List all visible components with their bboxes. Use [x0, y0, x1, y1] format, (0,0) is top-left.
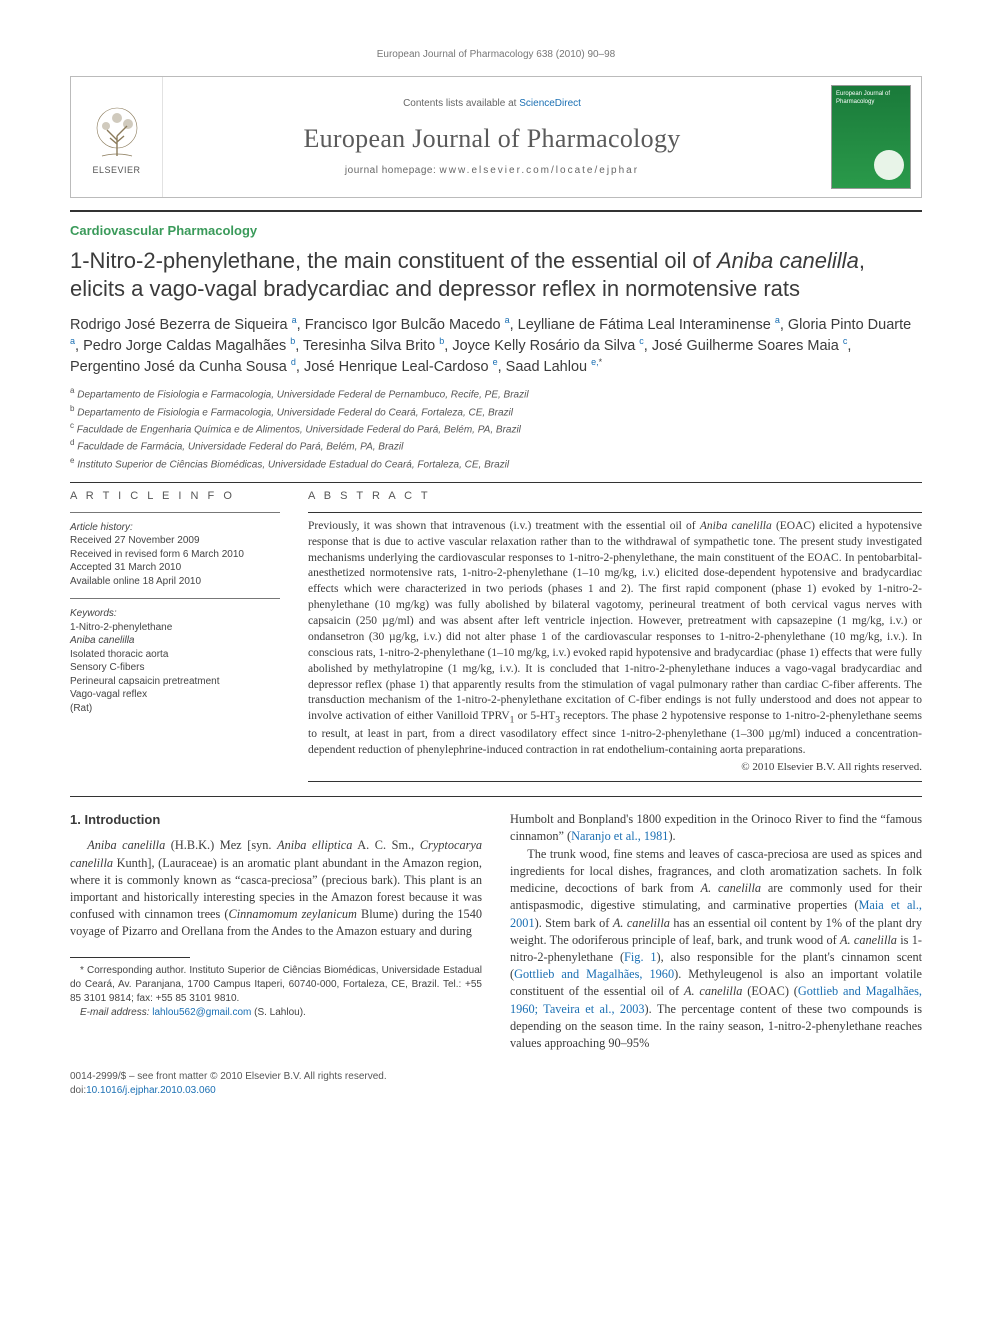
- email-suffix: (S. Lahlou).: [251, 1007, 305, 1018]
- body-two-column: 1. Introduction Aniba canelilla (H.B.K.)…: [70, 811, 922, 1052]
- keyword-item: Perineural capsaicin pretreatment: [70, 675, 280, 689]
- abstract-copyright: © 2010 Elsevier B.V. All rights reserved…: [308, 760, 922, 775]
- corresponding-author-note: * Corresponding author. Instituto Superi…: [70, 964, 482, 1006]
- doi-label: doi:: [70, 1085, 86, 1096]
- body-para-2: Humbolt and Bonpland's 1800 expedition i…: [510, 811, 922, 845]
- journal-cover-thumb: European Journal of Pharmacology: [831, 85, 911, 189]
- masthead-center: Contents lists available at ScienceDirec…: [163, 77, 821, 197]
- article-section-tag: Cardiovascular Pharmacology: [70, 222, 922, 240]
- body-para-1: Aniba canelilla (H.B.K.) Mez [syn. Aniba…: [70, 837, 482, 940]
- keyword-item: 1-Nitro-2-phenylethane: [70, 621, 280, 635]
- article-info-row: A R T I C L E I N F O Article history: R…: [70, 489, 922, 782]
- cover-thumb-title: European Journal of Pharmacology: [832, 86, 910, 110]
- journal-masthead: ELSEVIER Contents lists available at Sci…: [70, 76, 922, 198]
- homepage-url[interactable]: www.elsevier.com/locate/ejphar: [440, 165, 640, 176]
- affiliation-item: a Departamento de Fisiologia e Farmacolo…: [70, 385, 922, 402]
- article-title: 1-Nitro-2-phenylethane, the main constit…: [70, 247, 922, 302]
- keywords-block: Keywords: 1-Nitro-2-phenylethaneAniba ca…: [70, 607, 280, 715]
- abstract-col: A B S T R A C T Previously, it was shown…: [308, 489, 922, 782]
- running-head: European Journal of Pharmacology 638 (20…: [70, 48, 922, 62]
- doi-link[interactable]: 10.1016/j.ejphar.2010.03.060: [86, 1085, 216, 1096]
- footer-block: 0014-2999/$ – see front matter © 2010 El…: [70, 1070, 922, 1097]
- footnote-rule: [70, 957, 190, 958]
- article-info-heading: A R T I C L E I N F O: [70, 489, 280, 504]
- keyword-item: Vago-vagal reflex: [70, 688, 280, 702]
- issn-line: 0014-2999/$ – see front matter © 2010 El…: [70, 1070, 922, 1084]
- author-list: Rodrigo José Bezerra de Siqueira a, Fran…: [70, 314, 922, 377]
- rule-above-body: [70, 796, 922, 797]
- email-label: E-mail address:: [80, 1007, 152, 1018]
- contents-lists-line: Contents lists available at ScienceDirec…: [171, 97, 813, 111]
- rule-under-masthead: [70, 210, 922, 212]
- abstract-text: Previously, it was shown that intravenou…: [308, 519, 922, 759]
- article-info-col: A R T I C L E I N F O Article history: R…: [70, 489, 280, 782]
- cover-thumb-cell: European Journal of Pharmacology: [821, 77, 921, 197]
- homepage-label: journal homepage:: [345, 165, 440, 176]
- email-line: E-mail address: lahlou562@gmail.com (S. …: [70, 1006, 482, 1020]
- keyword-item: Isolated thoracic aorta: [70, 648, 280, 662]
- body-para-3: The trunk wood, fine stems and leaves of…: [510, 846, 922, 1052]
- rule-above-info: [70, 482, 922, 483]
- journal-name: European Journal of Pharmacology: [171, 121, 813, 156]
- affiliation-item: b Departamento de Fisiologia e Farmacolo…: [70, 403, 922, 420]
- affiliation-item: c Faculdade de Engenharia Química e de A…: [70, 420, 922, 437]
- publisher-logo-cell: ELSEVIER: [71, 77, 163, 197]
- contents-prefix: Contents lists available at: [403, 98, 519, 109]
- abstract-heading: A B S T R A C T: [308, 489, 922, 504]
- publisher-name: ELSEVIER: [92, 164, 140, 176]
- keyword-item: Sensory C-fibers: [70, 661, 280, 675]
- keyword-item: Aniba canelilla: [70, 634, 280, 648]
- doi-line: doi:10.1016/j.ejphar.2010.03.060: [70, 1084, 922, 1098]
- affiliation-list: a Departamento de Fisiologia e Farmacolo…: [70, 385, 922, 472]
- history-line: Received in revised form 6 March 2010: [70, 548, 280, 562]
- journal-homepage-line: journal homepage: www.elsevier.com/locat…: [171, 164, 813, 178]
- keyword-item: (Rat): [70, 702, 280, 716]
- history-line: Received 27 November 2009: [70, 534, 280, 548]
- keywords-label: Keywords:: [70, 607, 280, 621]
- history-label: Article history:: [70, 521, 280, 535]
- affiliation-item: e Instituto Superior de Ciências Biomédi…: [70, 455, 922, 472]
- sciencedirect-link[interactable]: ScienceDirect: [519, 98, 581, 109]
- history-line: Available online 18 April 2010: [70, 575, 280, 589]
- affiliation-item: d Faculdade de Farmácia, Universidade Fe…: [70, 437, 922, 454]
- history-line: Accepted 31 March 2010: [70, 561, 280, 575]
- corresponding-email-link[interactable]: lahlou562@gmail.com: [152, 1007, 251, 1018]
- article-history-block: Article history: Received 27 November 20…: [70, 521, 280, 589]
- elsevier-logo: ELSEVIER: [82, 97, 152, 177]
- intro-heading: 1. Introduction: [70, 811, 482, 829]
- elsevier-tree-icon: [92, 106, 142, 162]
